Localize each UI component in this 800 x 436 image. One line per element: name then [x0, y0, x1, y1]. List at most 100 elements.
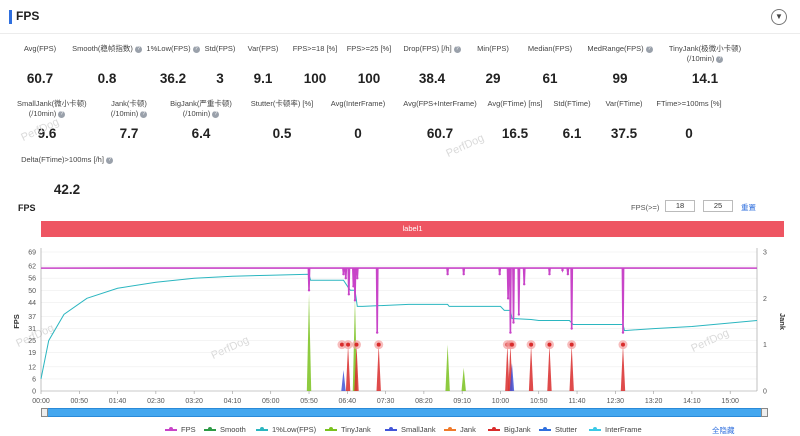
bigjank-marker — [509, 342, 514, 347]
y-tick-label: 19 — [28, 350, 36, 357]
jank-spike — [528, 344, 534, 391]
stat-label: Std(FPS) — [204, 44, 236, 53]
stat-label: Std(FTime) — [553, 99, 591, 108]
legend-item[interactable]: BigJank — [488, 425, 531, 434]
stat-item: Std(FPS) 3 — [197, 44, 243, 86]
stat-value: 60.7 — [426, 126, 454, 141]
stat-value: 100 — [303, 71, 327, 86]
stat-item: BigJank(严重卡顿) (/10min)? 6.4 — [156, 99, 246, 141]
legend-item[interactable]: Jank — [444, 425, 476, 434]
jank-spike — [547, 344, 552, 391]
fps-dip-point — [523, 283, 526, 286]
chart-title: FPS — [18, 203, 36, 213]
help-icon[interactable]: ? — [58, 110, 66, 118]
legend-swatch-icon — [385, 427, 397, 432]
help-icon[interactable]: ? — [645, 45, 653, 53]
stat-value: 29 — [485, 71, 501, 86]
stat-value: 100 — [357, 71, 381, 86]
legend-item[interactable]: TinyJank — [325, 425, 371, 434]
stat-item: 1%Low(FPS)? 36.2 — [143, 44, 203, 86]
stat-value: 99 — [612, 71, 628, 86]
collapse-chevron-icon[interactable]: ▼ — [771, 9, 787, 25]
stat-label: Avg(FTime) [ms] — [487, 99, 543, 108]
reset-button[interactable]: 重置 — [741, 203, 756, 212]
y-tick-label: 44 — [28, 300, 36, 307]
stat-label: Avg(InterFrame) — [330, 99, 386, 108]
legend-item[interactable]: Smooth — [204, 425, 246, 434]
legend-item[interactable]: Stutter — [539, 425, 577, 434]
stat-label: Jank(卡顿) — [111, 99, 147, 108]
fps-dip-point — [561, 268, 564, 272]
help-icon[interactable]: ? — [716, 55, 724, 63]
y-tick-label: 12 — [28, 364, 36, 371]
stat-value: 36.2 — [159, 71, 187, 86]
help-icon[interactable]: ? — [212, 110, 220, 118]
x-tick-label: 10:50 — [530, 398, 548, 405]
help-icon[interactable]: ? — [140, 110, 148, 118]
label-bar[interactable]: label1 — [41, 221, 784, 237]
stat-label: FPS>=25 [%] — [346, 44, 392, 53]
fps-dip-point — [570, 327, 573, 330]
bigjank-marker — [376, 342, 381, 347]
y2-tick-label: 3 — [763, 250, 767, 257]
stat-label: Median(FPS) — [527, 44, 573, 53]
stat-value: 42.2 — [53, 182, 81, 197]
fps-dip-point — [342, 272, 345, 276]
fps-dip-point — [548, 272, 551, 276]
stat-label-line2: (/10min)? — [182, 109, 220, 118]
bigjank-marker — [569, 342, 574, 347]
time-range-slider[interactable] — [41, 408, 768, 417]
legend-label: SmallJank — [401, 425, 436, 434]
x-tick-label: 08:20 — [415, 398, 433, 405]
legend-swatch-icon — [444, 427, 456, 432]
fps-dip-point — [498, 272, 501, 276]
stat-label: Min(FPS) — [477, 44, 509, 53]
legend-item[interactable]: InterFrame — [589, 425, 642, 434]
x-tick-label: 07:30 — [377, 398, 395, 405]
stat-value: 6.1 — [562, 126, 582, 141]
slider-right-handle[interactable] — [761, 408, 768, 417]
stat-label: Var(FPS) — [247, 44, 279, 53]
x-tick-label: 09:10 — [453, 398, 471, 405]
y-tick-label: 25 — [28, 338, 36, 345]
stat-label: TinyJank(极微小卡顿) — [668, 44, 742, 53]
help-icon[interactable]: ? — [192, 45, 200, 53]
x-tick-label: 01:40 — [109, 398, 127, 405]
stat-item: Std(FTime) 6.1 — [543, 99, 601, 141]
fps-threshold-input-1[interactable]: 18 — [665, 200, 695, 212]
y-tick-label: 6 — [32, 376, 36, 383]
x-tick-label: 14:10 — [683, 398, 701, 405]
stat-value: 9.1 — [253, 71, 273, 86]
stat-label: 1%Low(FPS)? — [146, 44, 200, 53]
y-axis-title: FPS — [12, 314, 21, 329]
legend-swatch-icon — [589, 427, 601, 432]
section-title: FPS — [16, 9, 40, 23]
stat-value: 16.5 — [501, 126, 529, 141]
y-tick-label: 50 — [28, 288, 36, 295]
fps-threshold-input-2[interactable]: 25 — [703, 200, 733, 212]
x-tick-label: 05:50 — [300, 398, 318, 405]
legend-item[interactable]: 1%Low(FPS) — [256, 425, 316, 434]
jank-spike — [345, 344, 351, 391]
y-tick-label: 56 — [28, 276, 36, 283]
help-icon[interactable]: ? — [453, 45, 461, 53]
jank-spike — [569, 344, 574, 391]
chart-grid — [41, 251, 757, 392]
slider-left-handle[interactable] — [41, 408, 48, 417]
help-icon[interactable]: ? — [105, 156, 113, 164]
jank-spike — [445, 344, 450, 391]
x-tick-label: 05:00 — [262, 398, 280, 405]
stat-item: Delta(FTime)>100ms [/h]? 42.2 — [17, 155, 117, 197]
x-tick-label: 12:30 — [607, 398, 625, 405]
chart-marks — [40, 267, 758, 391]
legend-swatch-icon — [539, 427, 551, 432]
legend-item[interactable]: SmallJank — [385, 425, 436, 434]
help-icon[interactable]: ? — [134, 45, 142, 53]
legend-item[interactable]: FPS — [165, 425, 196, 434]
stat-label: Delta(FTime)>100ms [/h]? — [21, 155, 113, 164]
legend-label: Smooth — [220, 425, 246, 434]
x-tick-label: 10:00 — [492, 398, 510, 405]
hide-all-button[interactable]: 全隐藏 — [712, 426, 735, 435]
bigjank-marker — [354, 342, 359, 347]
